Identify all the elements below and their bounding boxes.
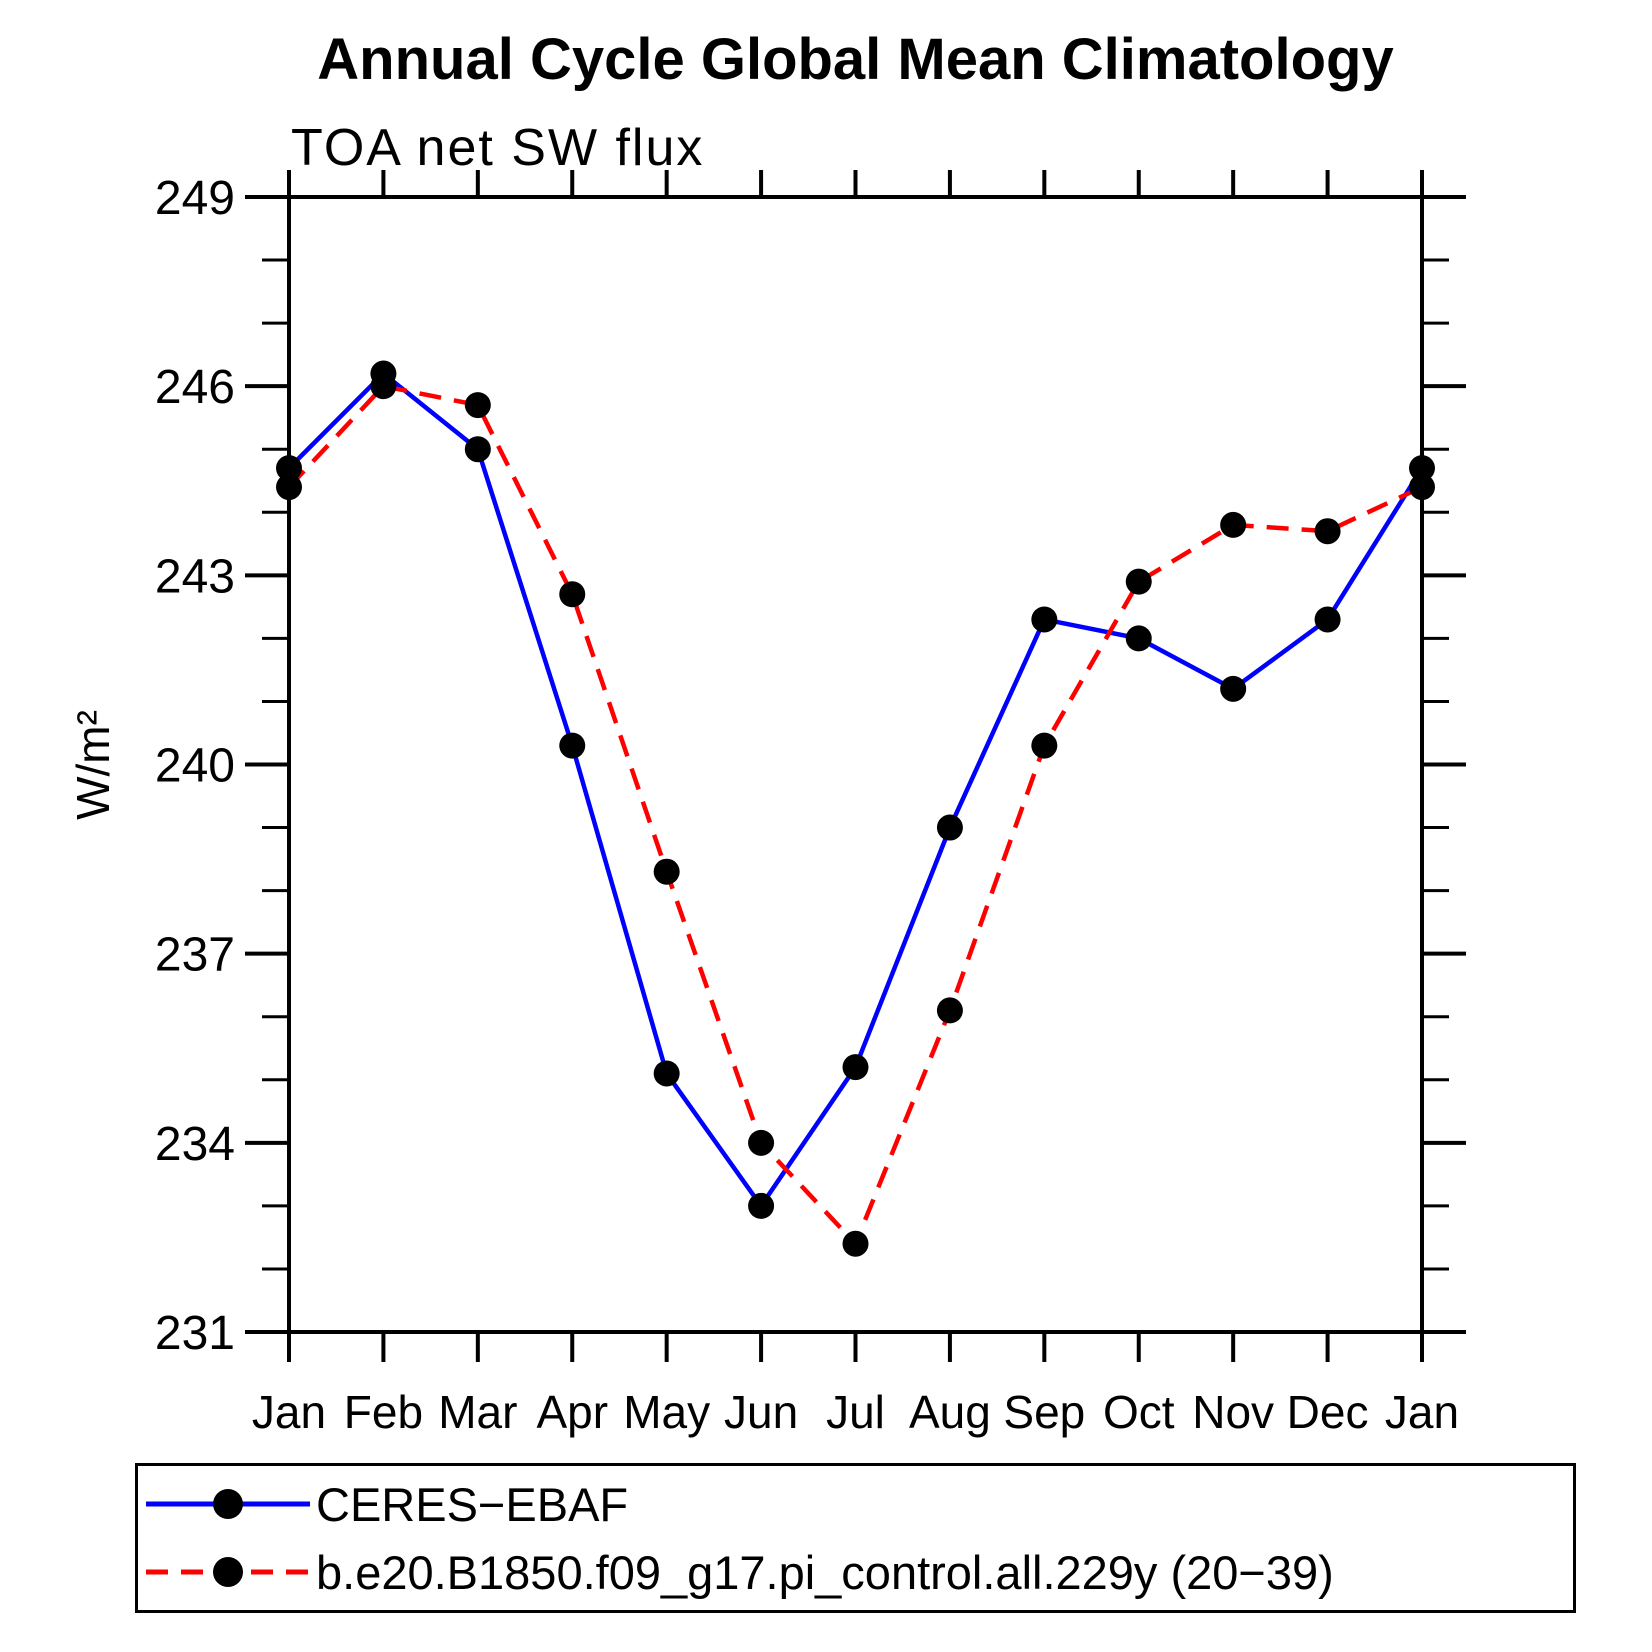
x-tick-label: Jun	[724, 1386, 798, 1438]
x-tick-label: Jul	[826, 1386, 885, 1438]
legend-label-model-run: b.e20.B1850.f09_g17.pi_control.all.229y …	[316, 1545, 1334, 1599]
data-point-marker	[936, 814, 963, 841]
data-point-marker	[1220, 511, 1247, 538]
data-point-marker	[559, 581, 586, 608]
legend-marker-dot-icon	[213, 1557, 243, 1587]
data-point-marker	[1314, 518, 1341, 545]
series-line	[287, 383, 1423, 1248]
plot-frame	[287, 195, 1424, 1334]
y-tick-label: 240	[155, 740, 235, 793]
data-point-marker	[653, 1060, 680, 1087]
data-point-marker	[842, 1054, 869, 1081]
data-point-marker	[464, 436, 491, 463]
data-point-marker	[559, 732, 586, 759]
data-point-marker	[1125, 625, 1152, 652]
data-point-marker	[842, 1230, 869, 1257]
y-tick-label: 243	[155, 550, 235, 603]
data-point-marker	[1031, 732, 1058, 759]
data-point-marker	[276, 474, 302, 501]
y-tick-label: 237	[155, 929, 235, 982]
x-tick-label: Mar	[438, 1386, 517, 1438]
data-point-marker	[1314, 606, 1341, 633]
legend-item-model-run: b.e20.B1850.f09_g17.pi_control.all.229y …	[142, 1545, 1334, 1599]
x-tick-label: Nov	[1192, 1386, 1274, 1438]
data-point-marker	[748, 1192, 775, 1219]
data-point-marker	[653, 858, 680, 885]
legend-label-ceres-ebaf: CERES−EBAF	[316, 1477, 629, 1531]
data-point-marker	[1220, 675, 1247, 702]
chart-title: Annual Cycle Global Mean Climatology	[317, 27, 1394, 92]
data-point-marker	[370, 373, 397, 400]
x-tick-label: Oct	[1103, 1386, 1175, 1438]
y-tick-label: 246	[155, 361, 235, 414]
data-point-marker	[748, 1129, 775, 1156]
x-tick-label: Sep	[1003, 1386, 1085, 1438]
data-point-marker	[1409, 455, 1435, 482]
x-tick-label: Feb	[344, 1386, 423, 1438]
data-point-marker	[936, 997, 963, 1024]
legend-box: CERES−EBAF b.e20.B1850.f09_g17.pi_contro…	[135, 1463, 1576, 1613]
legend-swatch-dashed-line-icon	[146, 1557, 310, 1587]
chart-subtitle: TOA net SW flux	[291, 119, 705, 177]
series-line	[287, 370, 1424, 1210]
x-tick-label: Apr	[536, 1386, 608, 1438]
y-tick-label: 231	[155, 1307, 235, 1360]
x-tick-label: May	[623, 1386, 710, 1438]
x-tick-label: Jan	[252, 1386, 326, 1438]
data-point-marker	[464, 392, 491, 419]
legend-marker-dot-icon	[213, 1489, 243, 1519]
x-tick-label: Jan	[1385, 1386, 1459, 1438]
legend-swatch-solid-line-icon	[146, 1489, 310, 1519]
data-point-marker	[276, 455, 302, 482]
x-tick-label: Aug	[909, 1386, 991, 1438]
data-point-marker	[1125, 568, 1152, 595]
y-tick-label: 249	[155, 172, 235, 225]
data-point-marker	[1409, 474, 1435, 501]
legend-item-ceres-ebaf: CERES−EBAF	[142, 1477, 629, 1531]
y-tick-label: 234	[155, 1118, 235, 1171]
data-point-marker	[1031, 606, 1058, 633]
x-tick-label: Dec	[1287, 1386, 1369, 1438]
